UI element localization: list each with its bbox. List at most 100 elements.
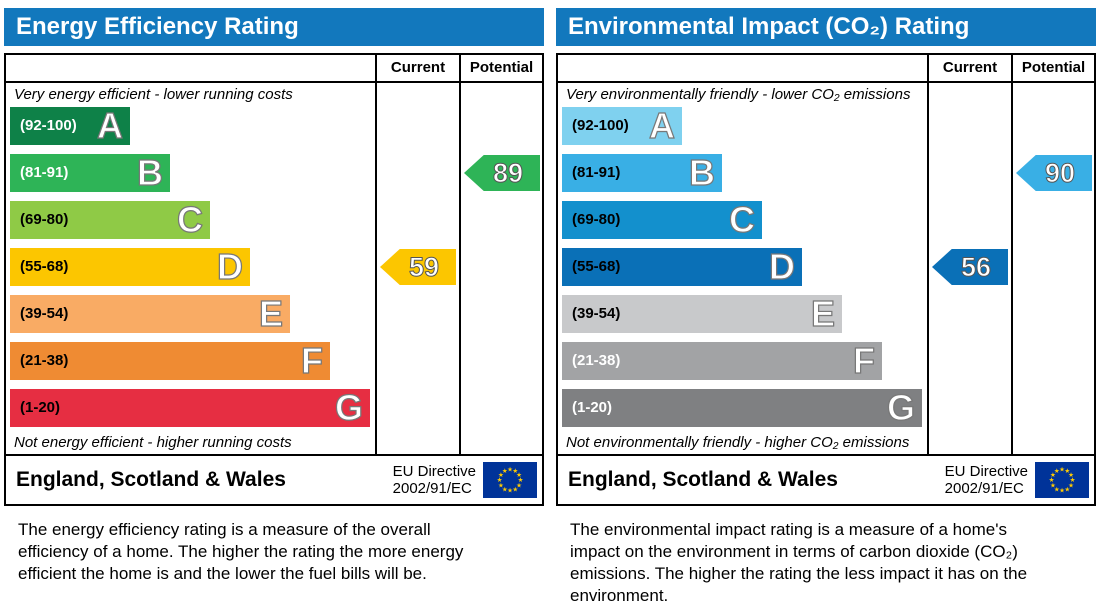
- region-label: England, Scotland & Wales: [16, 468, 286, 491]
- current-rating-arrow: 56: [932, 249, 1008, 285]
- potential-column-header: Potential: [1021, 59, 1086, 76]
- environment-panel-title-bar: Environmental Impact (CO₂) Rating: [556, 8, 1096, 46]
- environment-bottom-note: Not environmentally friendly - higher CO…: [566, 434, 910, 451]
- current-rating-arrow: 59: [380, 249, 456, 285]
- potential-rating-arrow: 89: [464, 155, 540, 191]
- rating-band-e: (39-54) E: [10, 293, 290, 334]
- potential-column-header: Potential: [469, 59, 534, 76]
- rating-band-c: (69-80) C: [10, 199, 210, 240]
- eu-directive-line1: EU Directive: [392, 463, 476, 480]
- svg-text:★: ★: [512, 468, 518, 475]
- svg-text:★: ★: [1064, 486, 1070, 493]
- svg-text:★: ★: [498, 482, 504, 489]
- band-letter: A: [96, 105, 123, 146]
- rating-band-b: (81-91) B: [562, 152, 722, 193]
- band-range-label: (39-54): [572, 305, 621, 322]
- rating-band-f: (21-38) F: [562, 340, 882, 381]
- band-letter: D: [768, 246, 795, 287]
- band-letter: F: [852, 340, 875, 381]
- current-column-header: Current: [942, 59, 998, 76]
- rating-band-e: (39-54) E: [562, 293, 842, 334]
- eu-directive-line2: 2002/91/EC: [392, 480, 472, 497]
- svg-text:★: ★: [512, 486, 518, 493]
- svg-text:★: ★: [1068, 482, 1074, 489]
- eu-directive-label: EU Directive 2002/91/EC: [393, 463, 476, 497]
- svg-text:★: ★: [507, 467, 513, 474]
- rating-band-d: (55-68) D: [10, 246, 250, 287]
- band-letter: C: [176, 199, 203, 240]
- energy-panel-title-bar: Energy Efficiency Rating: [4, 8, 544, 46]
- potential-rating-arrow: 90: [1016, 155, 1092, 191]
- band-range-label: (81-91): [572, 164, 621, 181]
- band-letter: C: [728, 199, 755, 240]
- rating-band-g: (1-20) G: [562, 387, 922, 428]
- svg-text:★: ★: [1054, 486, 1060, 493]
- svg-text:★: ★: [516, 482, 522, 489]
- svg-text:★: ★: [507, 488, 513, 495]
- energy-rating-body: Very energy efficient - lower running co…: [6, 83, 542, 454]
- energy-panel-title: Energy Efficiency Rating: [16, 13, 299, 40]
- band-letter: D: [216, 246, 243, 287]
- band-range-label: (1-20): [572, 399, 613, 416]
- svg-text:★: ★: [1070, 477, 1076, 484]
- energy-rating-table: Current Potential Very energy efficient …: [4, 53, 544, 506]
- band-letter: B: [136, 152, 163, 193]
- svg-text:★: ★: [1050, 472, 1056, 479]
- band-letter: B: [688, 152, 715, 193]
- rating-band-b: (81-91) B: [10, 152, 170, 193]
- svg-text:★: ★: [1059, 488, 1065, 495]
- environment-rating-body: Very environmentally friendly - lower CO…: [558, 83, 1094, 454]
- svg-text:★: ★: [1050, 482, 1056, 489]
- rating-band-a: (92-100) A: [562, 105, 682, 146]
- band-range-label: (81-91): [20, 164, 69, 181]
- band-range-label: (1-20): [20, 399, 61, 416]
- energy-table-footer: England, Scotland & Wales EU Directive 2…: [6, 454, 542, 504]
- environment-table-footer: England, Scotland & Wales EU Directive 2…: [558, 454, 1094, 504]
- environment-top-note: Very environmentally friendly - lower CO…: [566, 86, 911, 103]
- energy-caption: The energy efficiency rating is a measur…: [18, 520, 464, 583]
- band-letter: F: [300, 340, 323, 381]
- band-letter: G: [334, 387, 363, 428]
- band-range-label: (55-68): [572, 258, 621, 275]
- band-range-label: (69-80): [572, 211, 621, 228]
- eu-flag-icon: ★ ★★★★★★★★★★★: [483, 462, 537, 498]
- band-range-label: (21-38): [20, 352, 69, 369]
- svg-text:★: ★: [1068, 472, 1074, 479]
- current-column-header: Current: [390, 59, 446, 76]
- potential-column-divider: [459, 55, 461, 454]
- environment-table-header: Current Potential: [558, 55, 1094, 83]
- current-column-divider: [927, 55, 929, 454]
- rating-band-a: (92-100) A: [10, 105, 130, 146]
- eu-directive-line2: 2002/91/EC: [944, 480, 1024, 497]
- band-range-label: (21-38): [572, 352, 621, 369]
- environment-caption: The environmental impact rating is a mea…: [570, 520, 1028, 605]
- eu-flag-icon: ★ ★★★★★★★★★★★: [1035, 462, 1089, 498]
- svg-text:★: ★: [498, 472, 504, 479]
- environmental-impact-rating-panel: Environmental Impact (CO₂) Rating Curren…: [556, 8, 1096, 607]
- svg-text:★: ★: [1049, 477, 1055, 484]
- environment-rating-table: Current Potential Very environmentally f…: [556, 53, 1096, 506]
- svg-text:★: ★: [502, 486, 508, 493]
- environment-panel-title: Environmental Impact (CO₂) Rating: [568, 13, 970, 40]
- band-range-label: (92-100): [20, 117, 77, 134]
- rating-band-c: (69-80) C: [562, 199, 762, 240]
- svg-text:★: ★: [518, 477, 524, 484]
- region-label: England, Scotland & Wales: [568, 468, 838, 491]
- energy-efficiency-rating-panel: Energy Efficiency Rating Current Potenti…: [4, 8, 544, 585]
- rating-band-d: (55-68) D: [562, 246, 802, 287]
- svg-text:★: ★: [1054, 468, 1060, 475]
- energy-top-note: Very energy efficient - lower running co…: [14, 86, 293, 103]
- energy-table-header: Current Potential: [6, 55, 542, 83]
- current-column-divider: [375, 55, 377, 454]
- band-letter: E: [810, 293, 835, 334]
- svg-text:★: ★: [502, 468, 508, 475]
- rating-band-f: (21-38) F: [10, 340, 330, 381]
- band-letter: A: [648, 105, 675, 146]
- svg-text:★: ★: [516, 472, 522, 479]
- band-range-label: (92-100): [572, 117, 629, 134]
- band-range-label: (55-68): [20, 258, 69, 275]
- band-letter: E: [258, 293, 283, 334]
- energy-bottom-note: Not energy efficient - higher running co…: [14, 434, 292, 451]
- band-letter: G: [886, 387, 915, 428]
